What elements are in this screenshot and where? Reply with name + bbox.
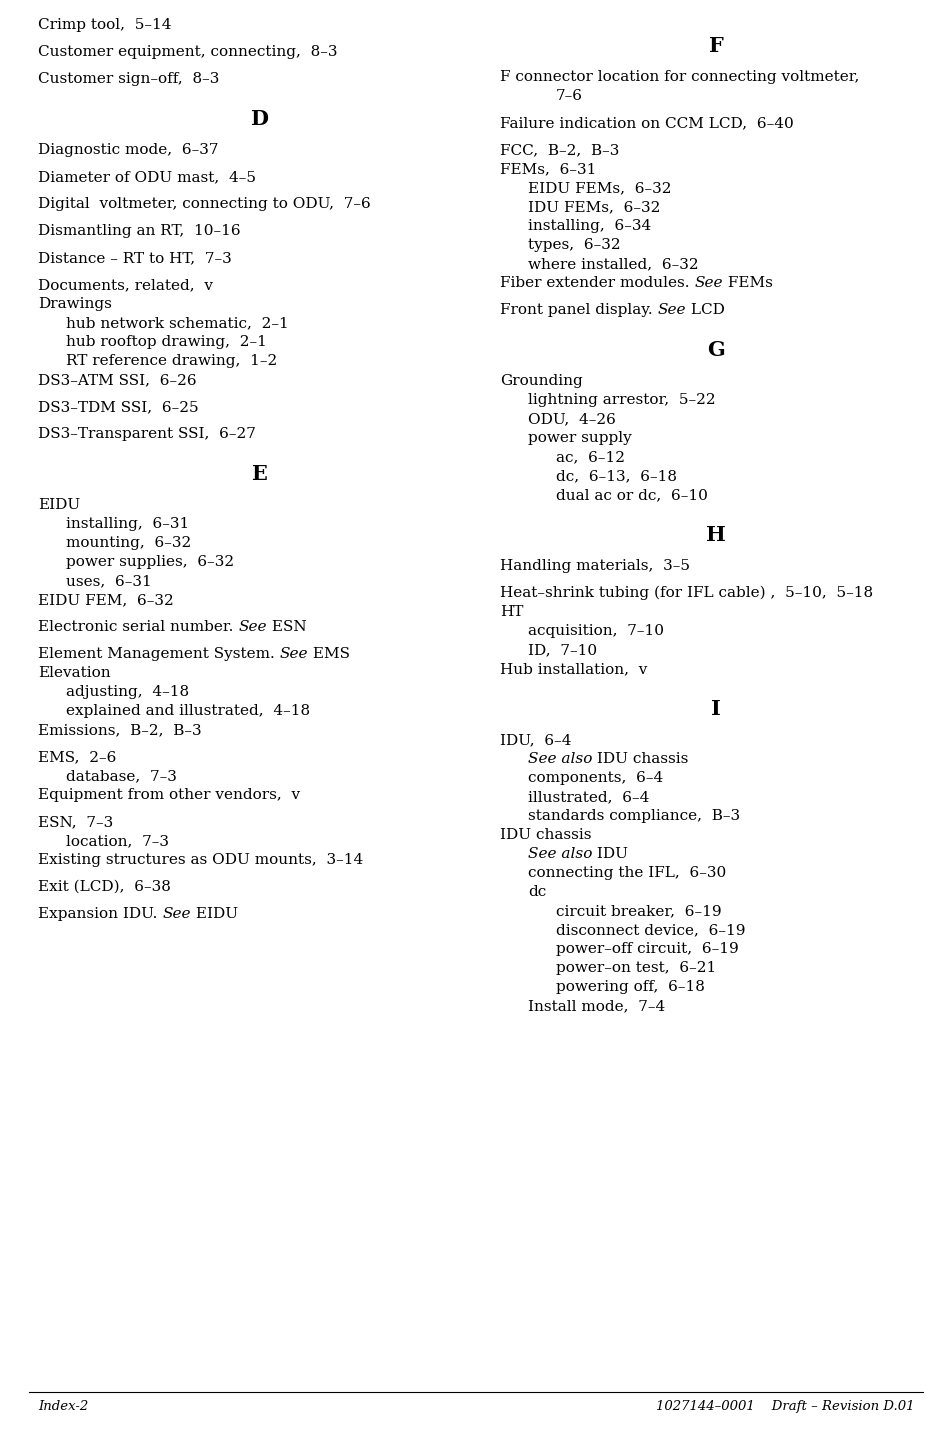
Text: H: H bbox=[706, 524, 726, 544]
Text: explained and illustrated,  4–18: explained and illustrated, 4–18 bbox=[66, 704, 310, 717]
Text: Crimp tool,  5–14: Crimp tool, 5–14 bbox=[38, 19, 171, 31]
Text: E: E bbox=[251, 464, 267, 484]
Text: IDU chassis: IDU chassis bbox=[500, 827, 591, 842]
Text: Existing structures as ODU mounts,  3–14: Existing structures as ODU mounts, 3–14 bbox=[38, 853, 364, 867]
Text: Drawings: Drawings bbox=[38, 297, 112, 312]
Text: installing,  6–34: installing, 6–34 bbox=[528, 219, 651, 233]
Text: 7–6: 7–6 bbox=[556, 89, 583, 103]
Text: IDU: IDU bbox=[592, 847, 628, 862]
Text: IDU FEMs,  6–32: IDU FEMs, 6–32 bbox=[528, 200, 661, 214]
Text: F connector location for connecting voltmeter,: F connector location for connecting volt… bbox=[500, 70, 860, 84]
Text: power supplies,  6–32: power supplies, 6–32 bbox=[66, 554, 234, 569]
Text: mounting,  6–32: mounting, 6–32 bbox=[66, 536, 191, 550]
Text: powering off,  6–18: powering off, 6–18 bbox=[556, 980, 704, 995]
Text: See: See bbox=[280, 647, 308, 662]
Text: DS3–ATM SSI,  6–26: DS3–ATM SSI, 6–26 bbox=[38, 373, 197, 387]
Text: uses,  6–31: uses, 6–31 bbox=[66, 574, 151, 587]
Text: D: D bbox=[250, 109, 268, 129]
Text: power–on test,  6–21: power–on test, 6–21 bbox=[556, 960, 716, 975]
Text: HT: HT bbox=[500, 604, 524, 619]
Text: Customer equipment, connecting,  8–3: Customer equipment, connecting, 8–3 bbox=[38, 44, 338, 59]
Text: location,  7–3: location, 7–3 bbox=[66, 835, 169, 847]
Text: power–off circuit,  6–19: power–off circuit, 6–19 bbox=[556, 942, 739, 956]
Text: Fiber extender modules.: Fiber extender modules. bbox=[500, 276, 694, 290]
Text: types,  6–32: types, 6–32 bbox=[528, 239, 621, 252]
Text: Index-2: Index-2 bbox=[38, 1400, 89, 1413]
Text: Expansion IDU.: Expansion IDU. bbox=[38, 907, 162, 922]
Text: DS3–TDM SSI,  6–25: DS3–TDM SSI, 6–25 bbox=[38, 400, 199, 414]
Text: F: F bbox=[708, 36, 724, 56]
Text: EIDU: EIDU bbox=[38, 497, 80, 512]
Text: lightning arrestor,  5–22: lightning arrestor, 5–22 bbox=[528, 393, 716, 407]
Text: Failure indication on CCM LCD,  6–40: Failure indication on CCM LCD, 6–40 bbox=[500, 116, 794, 130]
Text: dual ac or dc,  6–10: dual ac or dc, 6–10 bbox=[556, 487, 708, 502]
Text: Emissions,  B–2,  B–3: Emissions, B–2, B–3 bbox=[38, 723, 202, 737]
Text: Dismantling an RT,  10–16: Dismantling an RT, 10–16 bbox=[38, 224, 241, 239]
Text: database,  7–3: database, 7–3 bbox=[66, 769, 177, 783]
Text: Electronic serial number.: Electronic serial number. bbox=[38, 620, 238, 634]
Text: hub rooftop drawing,  2–1: hub rooftop drawing, 2–1 bbox=[66, 334, 267, 349]
Text: RT reference drawing,  1–2: RT reference drawing, 1–2 bbox=[66, 354, 277, 369]
Text: LCD: LCD bbox=[686, 303, 724, 317]
Text: acquisition,  7–10: acquisition, 7–10 bbox=[528, 624, 664, 637]
Text: ODU,  4–26: ODU, 4–26 bbox=[528, 412, 616, 426]
Text: adjusting,  4–18: adjusting, 4–18 bbox=[66, 684, 189, 699]
Text: See: See bbox=[238, 620, 267, 634]
Text: installing,  6–31: installing, 6–31 bbox=[66, 517, 189, 532]
Text: power supply: power supply bbox=[528, 432, 632, 444]
Text: IDU chassis: IDU chassis bbox=[592, 752, 688, 766]
Text: EMS: EMS bbox=[308, 647, 350, 662]
Text: illustrated,  6–4: illustrated, 6–4 bbox=[528, 790, 649, 805]
Text: Equipment from other vendors,  v: Equipment from other vendors, v bbox=[38, 787, 300, 802]
Text: Diameter of ODU mast,  4–5: Diameter of ODU mast, 4–5 bbox=[38, 170, 256, 184]
Text: EIDU: EIDU bbox=[190, 907, 238, 922]
Text: See also: See also bbox=[528, 847, 592, 862]
Text: ac,  6–12: ac, 6–12 bbox=[556, 450, 625, 464]
Text: Digital  voltmeter, connecting to ODU,  7–6: Digital voltmeter, connecting to ODU, 7–… bbox=[38, 197, 370, 211]
Text: standards compliance,  B–3: standards compliance, B–3 bbox=[528, 809, 740, 823]
Text: Distance – RT to HT,  7–3: Distance – RT to HT, 7–3 bbox=[38, 252, 231, 264]
Text: Elevation: Elevation bbox=[38, 666, 110, 680]
Text: components,  6–4: components, 6–4 bbox=[528, 772, 664, 785]
Text: ID,  7–10: ID, 7–10 bbox=[528, 643, 597, 657]
Text: Documents, related,  v: Documents, related, v bbox=[38, 279, 213, 292]
Text: Front panel display.: Front panel display. bbox=[500, 303, 658, 317]
Text: where installed,  6–32: where installed, 6–32 bbox=[528, 257, 699, 272]
Text: IDU,  6–4: IDU, 6–4 bbox=[500, 733, 571, 747]
Text: See: See bbox=[162, 907, 190, 922]
Text: Hub installation,  v: Hub installation, v bbox=[500, 662, 647, 676]
Text: Exit (LCD),  6–38: Exit (LCD), 6–38 bbox=[38, 880, 170, 895]
Text: Grounding: Grounding bbox=[500, 374, 583, 389]
Text: EMS,  2–6: EMS, 2–6 bbox=[38, 750, 116, 765]
Text: ESN: ESN bbox=[267, 620, 307, 634]
Text: Install mode,  7–4: Install mode, 7–4 bbox=[528, 999, 665, 1013]
Text: circuit breaker,  6–19: circuit breaker, 6–19 bbox=[556, 905, 722, 917]
Text: Customer sign–off,  8–3: Customer sign–off, 8–3 bbox=[38, 71, 219, 86]
Text: disconnect device,  6–19: disconnect device, 6–19 bbox=[556, 923, 745, 937]
Text: Heat–shrink tubing (for IFL cable) ,  5–10,  5–18: Heat–shrink tubing (for IFL cable) , 5–1… bbox=[500, 586, 873, 600]
Text: Diagnostic mode,  6–37: Diagnostic mode, 6–37 bbox=[38, 143, 219, 157]
Text: EIDU FEM,  6–32: EIDU FEM, 6–32 bbox=[38, 593, 174, 607]
Text: 1027144–0001    Draft – Revision D.01: 1027144–0001 Draft – Revision D.01 bbox=[656, 1400, 914, 1413]
Text: Element Management System.: Element Management System. bbox=[38, 647, 280, 662]
Text: hub network schematic,  2–1: hub network schematic, 2–1 bbox=[66, 316, 288, 330]
Text: I: I bbox=[711, 699, 721, 719]
Text: FEMs: FEMs bbox=[723, 276, 773, 290]
Text: G: G bbox=[707, 340, 724, 360]
Text: Handling materials,  3–5: Handling materials, 3–5 bbox=[500, 559, 690, 573]
Text: ESN,  7–3: ESN, 7–3 bbox=[38, 815, 113, 829]
Text: FEMs,  6–31: FEMs, 6–31 bbox=[500, 161, 596, 176]
Text: DS3–Transparent SSI,  6–27: DS3–Transparent SSI, 6–27 bbox=[38, 427, 256, 442]
Text: dc,  6–13,  6–18: dc, 6–13, 6–18 bbox=[556, 469, 677, 483]
Text: dc: dc bbox=[528, 885, 546, 899]
Text: See also: See also bbox=[528, 752, 592, 766]
Text: See: See bbox=[694, 276, 723, 290]
Text: See: See bbox=[658, 303, 686, 317]
Text: EIDU FEMs,  6–32: EIDU FEMs, 6–32 bbox=[528, 181, 671, 194]
Text: connecting the IFL,  6–30: connecting the IFL, 6–30 bbox=[528, 866, 726, 880]
Text: FCC,  B–2,  B–3: FCC, B–2, B–3 bbox=[500, 143, 620, 157]
